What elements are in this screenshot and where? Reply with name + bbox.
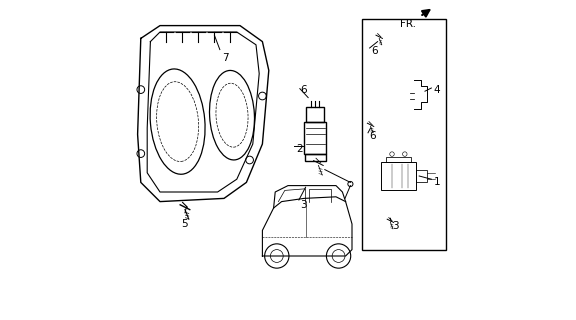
Text: 6: 6 [371,46,378,56]
Text: 6: 6 [300,84,306,95]
Bar [362,19,446,250]
Text: 7: 7 [222,52,229,63]
Bar [306,107,324,122]
Text: 2: 2 [296,144,302,154]
Text: 3: 3 [392,220,399,231]
Text: 3: 3 [300,200,306,210]
Bar [385,157,411,163]
Bar [381,163,416,189]
Text: 6: 6 [369,131,376,141]
Text: 4: 4 [434,84,440,95]
Bar [305,154,325,161]
Text: 5: 5 [181,219,187,229]
Text: FR.: FR. [400,19,416,29]
Text: 1: 1 [434,177,440,188]
Bar [416,170,427,182]
Bar [304,122,327,154]
